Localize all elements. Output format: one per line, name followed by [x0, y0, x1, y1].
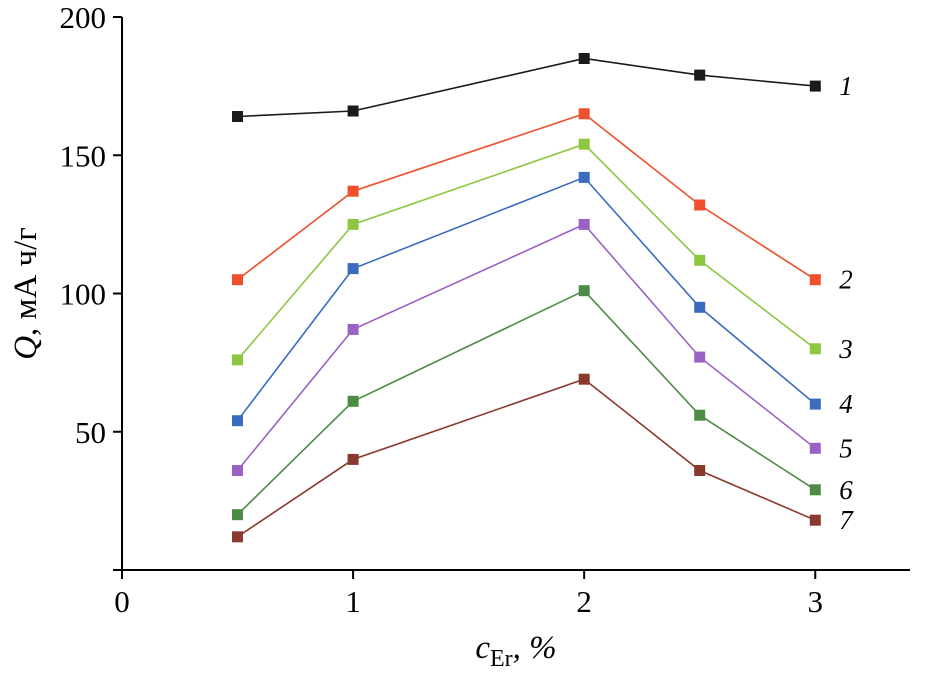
y-tick-label: 150	[60, 138, 107, 173]
data-point-marker	[809, 514, 821, 526]
data-point-marker	[232, 509, 243, 521]
y-tick-label: 100	[60, 277, 107, 312]
data-point-marker	[694, 254, 706, 266]
data-point-marker	[347, 453, 359, 465]
data-point-marker	[347, 105, 359, 117]
data-point-marker	[578, 373, 590, 385]
data-point-marker	[578, 218, 590, 230]
data-point-marker	[809, 80, 821, 92]
series-line-3	[236, 143, 816, 361]
data-point-marker	[694, 199, 706, 211]
data-point-marker	[694, 69, 706, 81]
y-axis-label: Q, мА ч/г	[8, 227, 44, 360]
data-point-marker	[578, 53, 590, 64]
data-point-marker	[809, 398, 821, 410]
series-label-3: 3	[838, 334, 853, 364]
data-point-marker	[809, 343, 821, 355]
data-point-marker	[578, 108, 590, 120]
series-line-6	[236, 289, 816, 516]
axes-frame	[121, 17, 910, 571]
data-point-marker	[347, 395, 359, 407]
data-point-marker	[232, 531, 243, 543]
x-tick-label: 0	[114, 584, 130, 619]
series-label-6: 6	[839, 475, 853, 505]
data-point-marker	[694, 301, 706, 313]
data-point-marker	[347, 218, 359, 230]
data-point-marker	[809, 274, 821, 286]
data-point-marker	[578, 171, 590, 183]
data-point-marker	[347, 263, 359, 275]
data-point-marker	[694, 465, 706, 476]
series-label-7: 7	[839, 505, 854, 535]
data-point-marker	[809, 484, 821, 496]
data-point-marker	[232, 354, 243, 366]
data-point-marker	[232, 274, 243, 286]
data-point-marker	[694, 409, 706, 421]
series-line-2	[237, 112, 816, 281]
y-tick-label: 50	[75, 415, 106, 450]
data-point-marker	[809, 442, 821, 454]
data-point-marker	[694, 351, 706, 363]
x-tick-label: 2	[576, 584, 592, 619]
x-axis-label: cEr, %	[475, 630, 556, 672]
data-point-marker	[232, 465, 243, 476]
data-point-marker	[347, 323, 359, 335]
series-line-1	[237, 57, 816, 118]
data-point-marker	[347, 185, 359, 197]
series-line-7	[237, 378, 816, 538]
y-tick-label: 200	[60, 0, 107, 35]
data-point-marker	[578, 138, 590, 150]
series-label-2: 2	[839, 265, 853, 295]
series-label-1: 1	[839, 71, 853, 101]
data-point-marker	[232, 111, 243, 122]
x-tick-label: 3	[808, 584, 824, 619]
series-label-4: 4	[839, 389, 853, 419]
series-label-5: 5	[839, 433, 853, 463]
data-point-marker	[578, 285, 590, 297]
x-tick-label: 1	[345, 584, 361, 619]
data-point-marker	[232, 415, 243, 427]
